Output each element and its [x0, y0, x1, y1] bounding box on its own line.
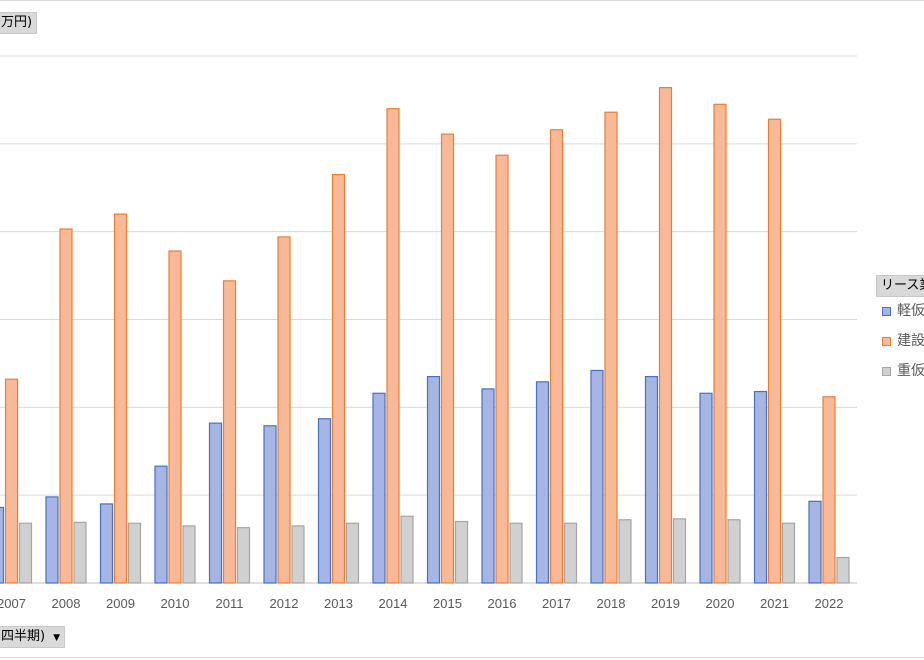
bar-重仮-2008 — [73, 521, 87, 584]
legend-field-button[interactable]: リース業 — [876, 275, 924, 297]
bar-軽仮-2013 — [317, 418, 332, 584]
x-tick-label: 2015 — [433, 596, 462, 611]
bar-建設-2013 — [331, 173, 346, 584]
bar-軽仮-2021 — [753, 390, 768, 584]
x-tick-label: 2020 — [706, 596, 735, 611]
bar-重仮-2010 — [182, 525, 196, 584]
bar-建設-2019 — [658, 87, 673, 584]
bar-重仮-2012 — [291, 525, 305, 584]
bar-建設-2011 — [222, 280, 237, 584]
bar-軽仮-2008 — [45, 496, 59, 584]
bar-軽仮-2019 — [644, 375, 659, 584]
bar-軽仮-2007 — [0, 506, 5, 584]
bar-軽仮-2016 — [481, 388, 495, 584]
value-unit-label: 万円) — [1, 15, 33, 30]
legend-item-heavy[interactable]: 重仮 — [882, 362, 924, 380]
legend-item-label: 軽仮 — [897, 303, 924, 319]
value-unit-field-button[interactable]: 万円) — [0, 12, 38, 34]
bar-軽仮-2009 — [99, 503, 114, 584]
legend-swatch-icon — [882, 366, 891, 376]
bar-建設-2014 — [386, 108, 400, 584]
bar-建設-2016 — [495, 154, 509, 584]
bar-軽仮-2017 — [535, 381, 550, 584]
legend-item-label: 重仮 — [897, 363, 924, 379]
x-tick-label: 2007 — [0, 596, 26, 611]
bar-重仮-2007 — [18, 522, 33, 584]
bar-建設-2017 — [549, 129, 564, 584]
bar-建設-2008 — [59, 228, 73, 584]
legend-swatch-icon — [882, 306, 891, 316]
legend-item-light[interactable]: 軽仮 — [882, 302, 924, 320]
bar-重仮-2016 — [509, 522, 523, 584]
bar-建設-2022 — [822, 396, 836, 584]
bar-重仮-2017 — [563, 522, 578, 584]
bar-重仮-2019 — [672, 518, 687, 584]
bar-重仮-2022 — [836, 556, 850, 584]
x-tick-label: 2014 — [379, 596, 408, 611]
bar-重仮-2020 — [727, 519, 741, 584]
legend-item-label: 建設 — [897, 333, 924, 349]
bar-建設-2018 — [604, 111, 618, 584]
x-tick-label: 2012 — [270, 596, 299, 611]
x-tick-label: 2010 — [161, 596, 190, 611]
legend-item-construction[interactable]: 建設 — [882, 332, 924, 350]
bar-重仮-2014 — [400, 515, 414, 584]
bar-重仮-2018 — [618, 519, 632, 584]
x-tick-label: 2013 — [324, 596, 353, 611]
bar-軽仮-2014 — [372, 392, 386, 584]
bar-軽仮-2015 — [426, 375, 441, 584]
legend-swatch-icon — [882, 336, 891, 346]
x-tick-label: 2008 — [52, 596, 81, 611]
x-tick-label: 2016 — [488, 596, 517, 611]
x-tick-label: 2018 — [597, 596, 626, 611]
bar-重仮-2013 — [345, 522, 360, 584]
axis-field-button[interactable]: 四半期) ▼ — [0, 626, 65, 648]
bar-建設-2012 — [277, 236, 291, 584]
bar-重仮-2021 — [781, 522, 796, 584]
bar-軽仮-2018 — [590, 369, 604, 584]
chart-frame-top — [0, 0, 924, 1]
bar-chart: 2007 2008 2009 2010 2011 2012 2013 2014 2015 2016… — [0, 55, 857, 611]
bar-建設-2010 — [168, 250, 182, 584]
dropdown-arrow-icon[interactable]: ▼ — [53, 633, 60, 643]
x-tick-label: 2009 — [106, 596, 135, 611]
bar-建設-2015 — [440, 133, 455, 584]
x-tick-label: 2017 — [542, 596, 571, 611]
x-tick-label: 2022 — [815, 596, 844, 611]
bar-軽仮-2011 — [208, 422, 223, 584]
bar-重仮-2011 — [236, 527, 251, 584]
bar-軽仮-2022 — [808, 500, 822, 584]
bar-建設-2009 — [113, 213, 128, 584]
bar-軽仮-2020 — [699, 392, 713, 584]
x-tick-label: 2019 — [651, 596, 680, 611]
bar-重仮-2015 — [454, 520, 469, 584]
x-tick-label: 2021 — [760, 596, 789, 611]
bar-軽仮-2012 — [263, 425, 277, 584]
bar-建設-2021 — [767, 118, 782, 584]
chart-frame-bottom — [0, 657, 924, 658]
bar-建設-2020 — [713, 103, 727, 584]
legend-title: リース業 — [881, 278, 924, 293]
bar-軽仮-2010 — [154, 465, 168, 584]
axis-field-label: 四半期) — [1, 629, 46, 644]
x-tick-label: 2011 — [216, 596, 244, 611]
bar-建設-2007 — [4, 378, 19, 584]
bar-重仮-2009 — [127, 522, 142, 584]
